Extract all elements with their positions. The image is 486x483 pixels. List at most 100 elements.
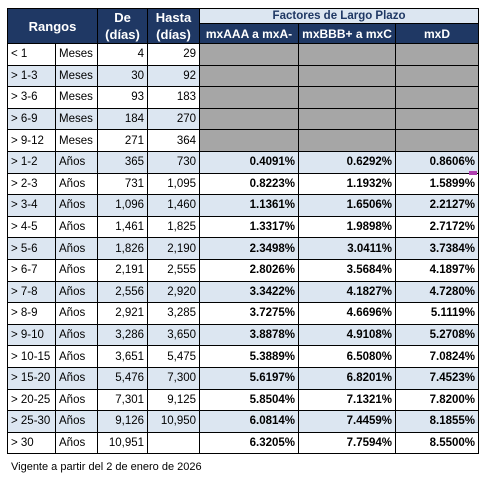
cell-factor-mxd: 8.5500%	[395, 431, 480, 455]
cell-de: 10,951	[97, 431, 149, 455]
cell-unidad: Años	[54, 194, 99, 217]
cell-empty-factor	[298, 129, 397, 152]
cell-de: 9,126	[97, 410, 149, 433]
cell-factor-mxd: 7.8200%	[395, 388, 480, 412]
cell-factor-mxaaa: 3.3422%	[199, 280, 300, 304]
table-row: > 10-15 Años 3,651 5,475 5.3889% 6.5080%…	[7, 345, 480, 368]
cell-rango: > 1-2	[7, 150, 56, 174]
header-col-mxbbb: mxBBB+ a mxC	[298, 23, 397, 44]
header-hasta: Hasta (días)	[147, 8, 201, 44]
cell-unidad: Meses	[54, 86, 99, 109]
cell-unidad: Años	[54, 345, 99, 368]
cell-hasta: 9,125	[147, 388, 201, 412]
cell-factor-mxaaa: 5.3889%	[199, 345, 300, 368]
cell-unidad: Años	[54, 366, 99, 390]
table-row: > 9-12 Meses 271 364	[7, 129, 480, 152]
cell-hasta: 3,650	[147, 323, 201, 347]
cell-hasta: 1,095	[147, 172, 201, 196]
header-rangos: Rangos	[6, 8, 99, 44]
cell-factor-mxd: 2.7172%	[395, 215, 480, 239]
cell-factor-mxbbb: 4.1827%	[298, 280, 397, 304]
cell-rango: > 4-5	[7, 215, 56, 239]
cell-unidad: Años	[54, 150, 99, 174]
cell-empty-factor	[395, 86, 480, 109]
cell-de: 1,096	[97, 194, 149, 217]
header-de: De (días)	[97, 8, 149, 44]
cell-rango: > 3-4	[7, 194, 56, 217]
cell-unidad: Años	[54, 237, 99, 260]
cell-hasta: 1,825	[147, 215, 201, 239]
cell-hasta: 2,555	[147, 258, 201, 282]
header-de-line1: De	[114, 10, 131, 25]
cell-de: 93	[97, 86, 149, 109]
cell-de: 30	[97, 64, 149, 88]
cell-factor-mxaaa: 5.6197%	[199, 366, 300, 390]
table-row: > 7-8 Años 2,556 2,920 3.3422% 4.1827% 4…	[7, 280, 480, 304]
cell-unidad: Años	[54, 172, 99, 196]
cell-rango: > 3-6	[7, 86, 56, 109]
cell-factor-mxd: 5.2708%	[395, 323, 480, 347]
cell-factor-mxd: 1.5899%	[395, 172, 480, 196]
cell-factor-mxbbb: 3.0411%	[298, 237, 397, 260]
cell-de: 271	[97, 129, 149, 152]
cell-hasta: 2,920	[147, 280, 201, 304]
cell-empty-factor	[395, 107, 480, 131]
cell-de: 3,286	[97, 323, 149, 347]
cell-factor-mxd: 3.7384%	[395, 237, 480, 260]
cell-unidad: Meses	[54, 43, 99, 66]
table-row: > 25-30 Años 9,126 10,950 6.0814% 7.4459…	[7, 410, 480, 433]
cell-factor-mxbbb: 6.8201%	[298, 366, 397, 390]
cell-empty-factor	[395, 64, 480, 88]
cell-empty-factor	[395, 129, 480, 152]
table-row: > 2-3 Años 731 1,095 0.8223% 1.1932% 1.5…	[7, 172, 480, 196]
cell-factor-mxaaa: 0.8223%	[199, 172, 300, 196]
cell-factor-mxbbb: 4.6696%	[298, 302, 397, 325]
cell-rango: > 7-8	[7, 280, 56, 304]
cell-empty-factor	[298, 86, 397, 109]
long-term-factors-table-container: Rangos De (días) Hasta (días) Factores d…	[6, 8, 480, 455]
cell-empty-factor	[298, 107, 397, 131]
cell-hasta: 7,300	[147, 366, 201, 390]
cell-empty-factor	[199, 86, 300, 109]
cell-hasta: 730	[147, 150, 201, 174]
cell-factor-mxaaa: 6.0814%	[199, 410, 300, 433]
cell-rango: > 5-6	[7, 237, 56, 260]
cell-empty-factor	[298, 64, 397, 88]
table-row: > 8-9 Años 2,921 3,285 3.7275% 4.6696% 5…	[7, 302, 480, 325]
effective-date-note: Vigente a partir del 2 de enero de 2026	[11, 461, 202, 473]
cell-factor-mxd: 5.1119%	[395, 302, 480, 325]
cell-empty-factor	[199, 43, 300, 66]
cell-de: 2,556	[97, 280, 149, 304]
header-col-mxd: mxD	[395, 23, 480, 44]
long-term-factors-table: Rangos De (días) Hasta (días) Factores d…	[6, 8, 480, 455]
table-row: > 4-5 Años 1,461 1,825 1.3317% 1.9898% 2…	[7, 215, 480, 239]
table-row: > 5-6 Años 1,826 2,190 2.3498% 3.0411% 3…	[7, 237, 480, 260]
cell-rango: > 2-3	[7, 172, 56, 196]
cell-factor-mxbbb: 4.9108%	[298, 323, 397, 347]
cell-hasta: 3,285	[147, 302, 201, 325]
cell-empty-factor	[395, 43, 480, 66]
header-hasta-line1: Hasta	[155, 10, 192, 25]
cell-factor-mxaaa: 1.3317%	[199, 215, 300, 239]
table-row: > 3-4 Años 1,096 1,460 1.1361% 1.6506% 2…	[7, 194, 480, 217]
cell-de: 2,191	[97, 258, 149, 282]
cell-empty-factor	[199, 129, 300, 152]
cell-hasta: 364	[147, 129, 201, 152]
cell-hasta: 2,190	[147, 237, 201, 260]
table-row: > 6-7 Años 2,191 2,555 2.8026% 3.5684% 4…	[7, 258, 480, 282]
cell-de: 1,461	[97, 215, 149, 239]
cell-factor-mxd: 0.8606%	[395, 150, 480, 174]
cell-hasta	[147, 431, 201, 455]
cell-factor-mxbbb: 0.6292%	[298, 150, 397, 174]
cell-factor-mxd: 7.4523%	[395, 366, 480, 390]
cell-empty-factor	[199, 107, 300, 131]
cell-unidad: Años	[54, 258, 99, 282]
cell-unidad: Años	[54, 431, 99, 455]
cell-factor-mxbbb: 3.5684%	[298, 258, 397, 282]
cell-unidad: Años	[54, 302, 99, 325]
cell-hasta: 1,460	[147, 194, 201, 217]
cell-rango: > 10-15	[7, 345, 56, 368]
table-row: > 1-2 Años 365 730 0.4091% 0.6292% 0.860…	[7, 150, 480, 174]
header-col-mxaaa: mxAAA a mxA-	[199, 23, 300, 44]
cell-factor-mxaaa: 2.3498%	[199, 237, 300, 260]
